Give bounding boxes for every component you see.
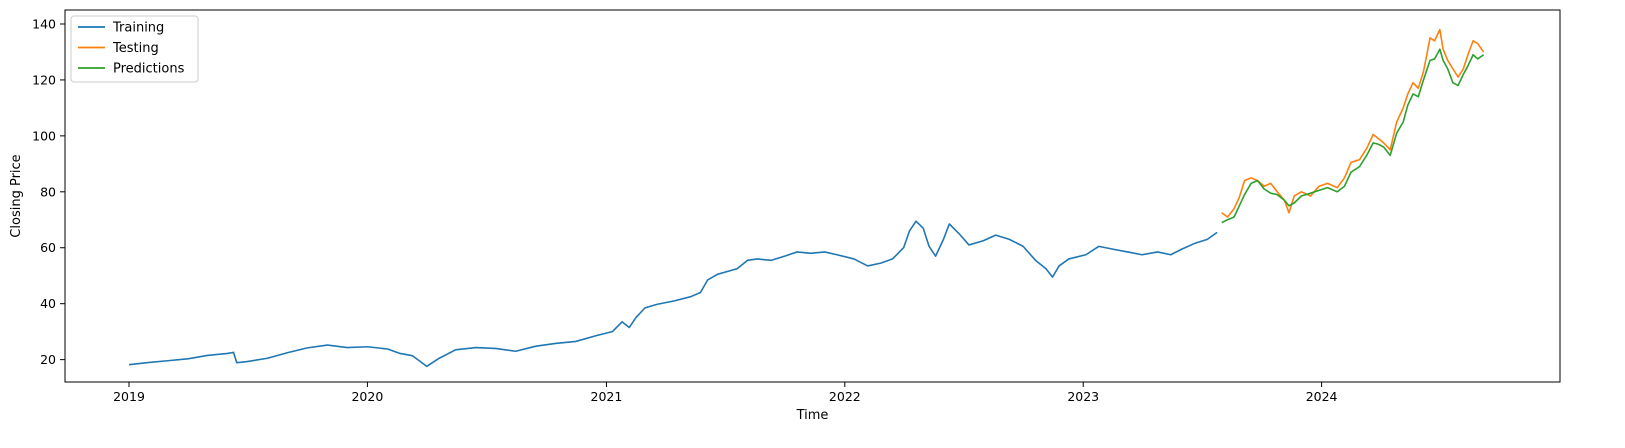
x-tick-label: 2021	[591, 389, 623, 404]
x-tick-label: 2022	[829, 389, 861, 404]
y-tick-label: 60	[40, 240, 56, 255]
legend-label-training: Training	[112, 21, 164, 36]
legend: Training Testing Predictions	[70, 15, 199, 83]
x-tick-label: 2024	[1306, 389, 1338, 404]
plot-frame	[64, 9, 1561, 383]
y-tick-label: 140	[32, 16, 56, 31]
x-axis: 2019 2020 2021 2022 2023 2024	[113, 382, 1338, 404]
y-tick-label: 40	[40, 296, 56, 311]
x-tick-label: 2020	[351, 389, 383, 404]
y-tick-label: 120	[32, 72, 56, 87]
y-tick-label: 20	[40, 352, 56, 367]
x-axis-title: Time	[796, 408, 829, 423]
legend-label-testing: Testing	[112, 41, 159, 56]
series-line-testing	[1221, 28, 1485, 218]
y-axis-title: Closing Price	[9, 154, 24, 237]
legend-label-predictions: Predictions	[113, 62, 185, 77]
y-tick-label: 100	[32, 128, 56, 143]
series-line-predictions	[1221, 48, 1485, 224]
x-tick-label: 2023	[1067, 389, 1099, 404]
series-line-training	[128, 220, 1218, 368]
x-tick-label: 2019	[113, 389, 145, 404]
series-layer	[128, 28, 1485, 368]
y-axis: 20 40 60 80 100 120 140	[32, 16, 65, 367]
legend-box	[70, 15, 199, 83]
y-tick-label: 80	[40, 184, 56, 199]
